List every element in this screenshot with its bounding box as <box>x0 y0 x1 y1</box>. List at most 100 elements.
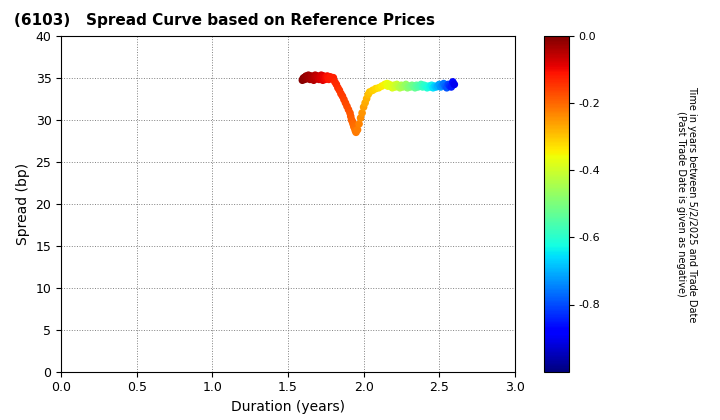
Point <box>304 76 315 83</box>
Point <box>301 75 312 82</box>
Point <box>356 110 368 116</box>
Point <box>429 83 441 89</box>
Point <box>397 84 409 90</box>
Point <box>323 76 335 83</box>
Point <box>392 83 404 89</box>
Point <box>305 74 316 81</box>
Point <box>406 82 418 89</box>
Point <box>315 75 326 82</box>
Point <box>313 76 325 83</box>
Point <box>335 90 347 97</box>
Point <box>405 84 416 90</box>
Point <box>438 80 449 87</box>
Point <box>418 82 430 89</box>
Point <box>317 77 328 84</box>
Point <box>399 83 410 89</box>
Point <box>309 74 320 81</box>
Point <box>428 84 439 91</box>
Point <box>421 84 433 91</box>
Point <box>358 104 369 110</box>
Point <box>441 84 452 91</box>
Point <box>330 81 342 88</box>
Point <box>329 79 341 85</box>
Point <box>443 81 454 88</box>
Point <box>340 100 351 106</box>
Y-axis label: Spread (bp): Spread (bp) <box>16 163 30 245</box>
Point <box>302 74 313 81</box>
Point <box>379 81 390 88</box>
Point <box>323 74 334 81</box>
Point <box>361 95 372 102</box>
Point <box>376 83 387 89</box>
Point <box>394 84 405 91</box>
Text: (6103)   Spread Curve based on Reference Prices: (6103) Spread Curve based on Reference P… <box>14 13 436 28</box>
Point <box>409 84 420 91</box>
Point <box>308 77 320 84</box>
Point <box>319 76 330 83</box>
Point <box>355 115 366 121</box>
Point <box>433 81 445 88</box>
Point <box>316 74 328 81</box>
Point <box>332 84 343 91</box>
Point <box>447 79 459 85</box>
Point <box>303 74 315 80</box>
Point <box>343 106 354 113</box>
Point <box>341 103 353 110</box>
Point <box>348 125 360 131</box>
Point <box>312 74 324 81</box>
Point <box>300 74 311 80</box>
Point <box>311 75 323 82</box>
Point <box>325 74 336 80</box>
Point <box>359 100 371 106</box>
Point <box>337 93 348 100</box>
Point <box>444 83 456 89</box>
Point <box>413 84 424 90</box>
Point <box>391 81 402 88</box>
Point <box>352 126 364 133</box>
Point <box>315 72 327 79</box>
Point <box>348 123 359 130</box>
Point <box>382 80 393 87</box>
Point <box>415 81 427 88</box>
Point <box>318 73 329 79</box>
Point <box>338 96 350 103</box>
X-axis label: Duration (years): Duration (years) <box>231 400 345 414</box>
Point <box>345 113 356 120</box>
Point <box>297 75 309 82</box>
Point <box>388 82 400 89</box>
Point <box>396 82 408 89</box>
Point <box>403 83 415 89</box>
Point <box>370 85 382 92</box>
Point <box>402 84 413 91</box>
Point <box>382 83 394 89</box>
Point <box>349 127 361 134</box>
Point <box>436 82 448 89</box>
Point <box>384 81 395 88</box>
Point <box>346 118 358 125</box>
Point <box>420 83 431 89</box>
Point <box>446 84 457 90</box>
Point <box>373 84 384 91</box>
Point <box>439 83 451 89</box>
Point <box>307 74 319 80</box>
Point <box>417 84 428 90</box>
Point <box>423 83 434 89</box>
Point <box>350 129 361 136</box>
Point <box>408 83 419 89</box>
Point <box>400 81 412 88</box>
Point <box>435 84 446 90</box>
Point <box>300 73 312 79</box>
Point <box>449 81 460 88</box>
Point <box>385 83 397 89</box>
Point <box>299 76 310 83</box>
Point <box>414 83 426 89</box>
Point <box>321 75 333 82</box>
Point <box>310 72 321 79</box>
Point <box>320 74 331 80</box>
Point <box>347 121 359 127</box>
Point <box>390 84 401 90</box>
Point <box>297 77 308 84</box>
Point <box>326 75 338 82</box>
Point <box>432 83 444 89</box>
Point <box>314 74 325 80</box>
